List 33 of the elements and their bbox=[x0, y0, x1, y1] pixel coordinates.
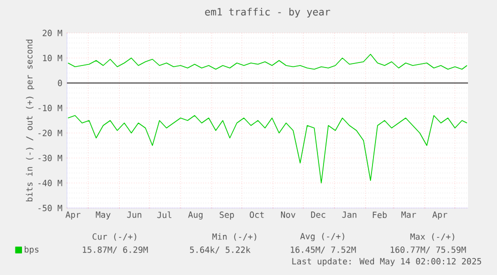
y-tick-label: -20 M bbox=[38, 130, 62, 136]
x-tick-label: Nov bbox=[281, 212, 296, 218]
y-tick-label: 10 M bbox=[43, 54, 62, 62]
x-tick-label: Apr bbox=[66, 212, 80, 220]
x-tick-label: Sep bbox=[220, 212, 234, 220]
y-axis-title: bits in (-) / out (+) per second bbox=[26, 40, 34, 202]
text: Min (-/+) bbox=[212, 233, 256, 241]
y-tick-label: -40 M bbox=[38, 180, 62, 186]
text: Last update: Wed May 14 02:00:12 2025 bbox=[292, 258, 482, 266]
text: 15.87M/ 6.29M bbox=[82, 246, 148, 254]
x-tick-label: Jul bbox=[157, 212, 172, 218]
text: 5.64k/ 5.22k bbox=[190, 246, 250, 254]
x-tick-label: Mar bbox=[401, 212, 416, 218]
x-tick-label: Feb bbox=[372, 212, 387, 218]
y-tick-label: -50 M bbox=[38, 204, 62, 212]
x-tick-label: Dec bbox=[311, 212, 326, 218]
text: Cur (-/+) bbox=[92, 233, 136, 241]
y-tick-label: -10 M bbox=[38, 104, 62, 112]
y-tick-label: 20 M bbox=[42, 30, 62, 36]
text: 160.77M/ 75.59M bbox=[390, 246, 466, 254]
text: 16.45M/ 7.52M bbox=[290, 246, 356, 254]
x-tick-label: Aug bbox=[188, 212, 203, 220]
x-tick-label: May bbox=[96, 212, 110, 220]
y-tick-label: -30 M bbox=[38, 154, 62, 162]
legend-label: bps bbox=[24, 246, 38, 254]
x-tick-label: Jan bbox=[342, 212, 356, 218]
x-tick-label: Apr bbox=[432, 212, 448, 220]
x-tick-label: Jun bbox=[127, 212, 142, 218]
x-tick-label: Oct bbox=[250, 212, 264, 218]
chart-title: em1 traffic - by year bbox=[205, 8, 330, 18]
text: Avg (-/+) bbox=[300, 232, 344, 242]
y-tick-label: 0 bbox=[58, 80, 62, 86]
text: Max (-/+) bbox=[410, 233, 454, 241]
